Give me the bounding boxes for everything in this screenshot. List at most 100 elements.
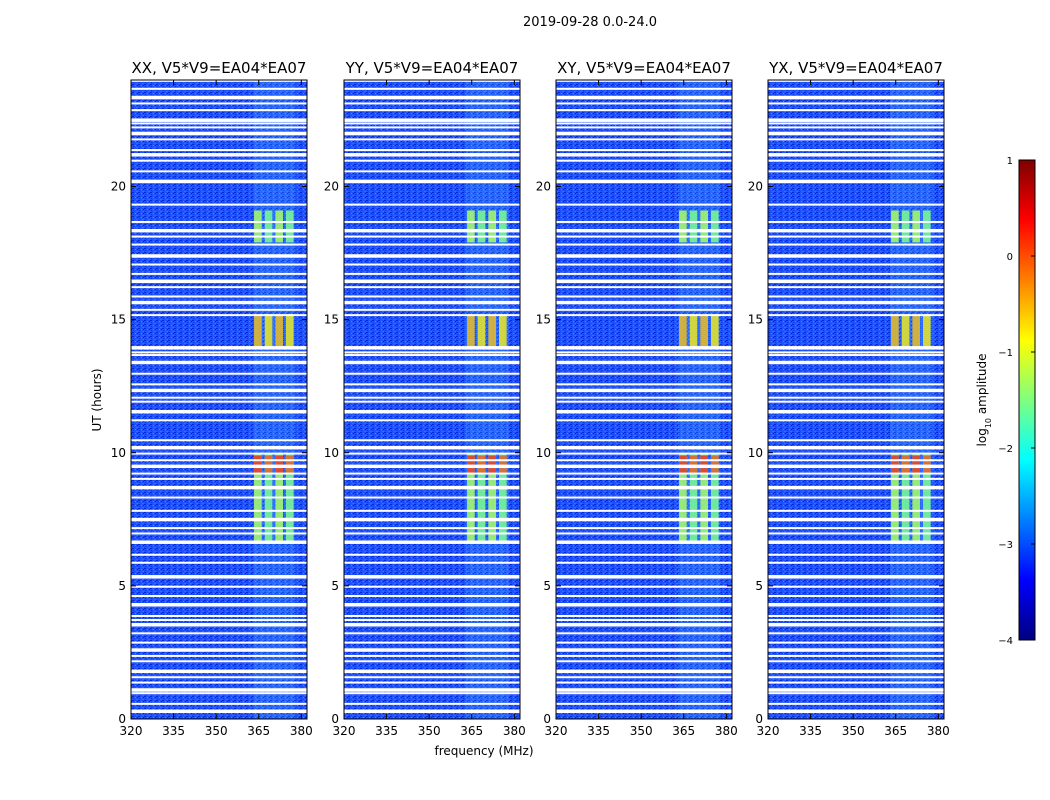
flagged-row (556, 396, 732, 399)
flagged-row (556, 372, 732, 375)
flagged-row (768, 509, 944, 512)
flagged-row (768, 632, 944, 635)
flagged-row (556, 159, 732, 162)
flagged-row (768, 388, 944, 393)
flagged-row (768, 618, 944, 621)
flagged-row (556, 660, 732, 663)
flagged-row (768, 485, 944, 490)
flagged-row (768, 709, 944, 714)
flagged-row (556, 79, 732, 82)
flagged-row (556, 400, 732, 403)
colorbar-tick-label: −1 (998, 348, 1013, 359)
flagged-row (344, 131, 520, 136)
flagged-row (344, 263, 520, 266)
flagged-row (556, 459, 732, 462)
flagged-row (768, 308, 944, 311)
colorbar-tick-label: −3 (998, 540, 1013, 551)
flagged-row (556, 445, 732, 450)
flagged-row (768, 452, 944, 455)
flagged-row (131, 575, 307, 579)
flagged-row (556, 654, 732, 657)
y-tick-label: 15 (324, 313, 339, 327)
flagged-row (556, 126, 732, 129)
flagged-row (768, 383, 944, 386)
x-tick-label: 365 (247, 724, 270, 738)
flagged-row (556, 439, 732, 442)
flagged-row (768, 527, 944, 530)
flagged-row (768, 87, 944, 90)
flagged-row (556, 452, 732, 455)
flagged-row (556, 485, 732, 490)
rfi-block-2-3 (711, 314, 719, 349)
flagged-row (131, 632, 307, 635)
flagged-row (131, 228, 307, 233)
flagged-row (344, 439, 520, 442)
panel-frame (767, 79, 945, 720)
rfi-band-shade (466, 80, 509, 719)
flagged-row (768, 314, 944, 317)
flagged-row (344, 575, 520, 579)
flagged-row (556, 122, 732, 125)
flagged-row (131, 688, 307, 692)
flagged-row (344, 243, 520, 246)
flagged-row (344, 308, 520, 311)
flagged-row (556, 641, 732, 644)
flagged-row (131, 138, 307, 141)
flagged-row (344, 472, 520, 475)
panel-frame (555, 79, 733, 720)
flagged-row (131, 585, 307, 588)
flagged-row (556, 272, 732, 275)
flagged-row (344, 452, 520, 455)
x-tick-label: 320 (545, 724, 568, 738)
flagged-row (556, 603, 732, 607)
rfi-block-3-0 (254, 210, 262, 243)
flagged-row (131, 648, 307, 652)
x-tick-label: 335 (375, 724, 398, 738)
flagged-row (768, 595, 944, 598)
flagged-row (556, 472, 732, 475)
flagged-row (556, 669, 732, 674)
rfi-block-2-0 (891, 314, 899, 349)
flagged-row (131, 308, 307, 311)
flagged-row (556, 170, 732, 173)
flagged-row (344, 79, 520, 82)
flagged-row (556, 243, 732, 246)
y-tick-label: 15 (111, 313, 126, 327)
flagged-row (768, 235, 944, 238)
flagged-row (344, 351, 520, 354)
flagged-row (344, 459, 520, 462)
flagged-row (344, 618, 520, 621)
flagged-row (131, 383, 307, 386)
flagged-row (768, 102, 944, 105)
x-tick-label: 335 (799, 724, 822, 738)
flagged-row (556, 254, 732, 258)
panel-title-yx: YX, V5*V9=EA04*EA07 (768, 59, 943, 77)
flagged-row (768, 396, 944, 399)
flagged-row (344, 400, 520, 403)
flagged-row (768, 603, 944, 607)
flagged-row (344, 654, 520, 657)
flagged-row (131, 314, 307, 317)
y-axis-label: UT (hours) (90, 368, 104, 431)
rfi-block-3-3 (923, 210, 931, 243)
y-tick-label: 20 (324, 180, 339, 194)
rfi-block-2-2 (488, 314, 496, 349)
flagged-row (131, 153, 307, 157)
flagged-row (344, 553, 520, 556)
flagged-row (131, 95, 307, 100)
colorbar-label: log10 amplitude (975, 354, 993, 447)
flagged-row (556, 681, 732, 684)
panel-frame (343, 79, 521, 720)
y-tick-label: 0 (543, 712, 551, 726)
flagged-row (344, 354, 520, 357)
flagged-row (344, 102, 520, 105)
rfi-block-2-0 (254, 314, 262, 349)
x-tick-label: 365 (672, 724, 695, 738)
flagged-row (131, 388, 307, 393)
flagged-row (556, 179, 732, 184)
flagged-row (344, 122, 520, 125)
y-tick-label: 5 (331, 579, 339, 593)
flagged-row (131, 618, 307, 621)
flagged-row (556, 346, 732, 350)
